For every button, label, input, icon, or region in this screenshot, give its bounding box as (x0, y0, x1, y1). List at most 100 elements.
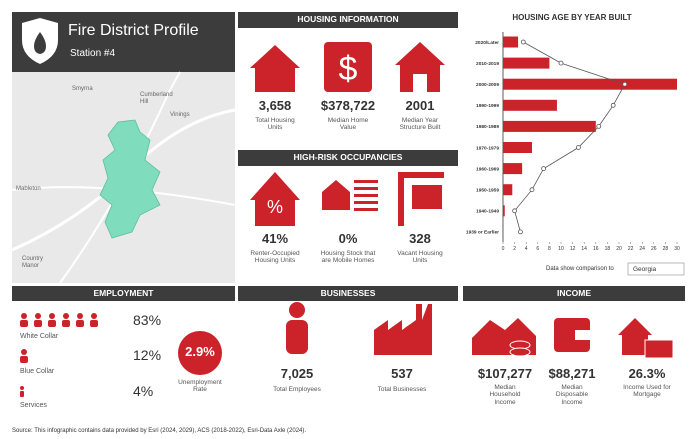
stat-label: Median Disposable Income (555, 384, 589, 406)
y-tick-label: 2000-2009 (476, 82, 499, 88)
comparison-point (558, 60, 564, 66)
section-bar (463, 286, 685, 301)
y-tick-label: 2010-2019 (476, 61, 499, 67)
y-tick-label: 2020/Later (475, 40, 499, 46)
stat-label: Median Household Income (489, 384, 521, 406)
section-title: EMPLOYMENT (93, 288, 154, 298)
comparison-point (520, 39, 526, 45)
x-tick-label: 20 (616, 246, 622, 252)
row-label: Blue Collar (20, 368, 55, 375)
bar (503, 78, 677, 90)
stat-value: 3,658 (258, 98, 292, 113)
bar (503, 205, 505, 217)
section-title: HOUSING INFORMATION (297, 14, 399, 24)
income-icons (472, 318, 674, 359)
bar (503, 99, 557, 111)
door-icon (413, 74, 427, 92)
x-tick-label: 28 (663, 246, 669, 252)
chart-title: HOUSING AGE BY YEAR BUILT (512, 13, 632, 22)
y-tick-label: 1950-1959 (476, 188, 499, 194)
risk-icons (250, 172, 444, 226)
y-tick-label: 1990-1999 (476, 103, 499, 109)
comparison-point (576, 145, 581, 150)
comparison-point (596, 124, 602, 129)
x-tick-label: 12 (570, 246, 576, 252)
wallet-clasp (575, 330, 591, 340)
comparison-point (622, 81, 628, 87)
x-tick-label: 26 (651, 246, 657, 252)
y-tick-label: 1980-1989 (476, 124, 499, 130)
dropdown[interactable] (627, 262, 685, 276)
comparison-point (610, 102, 616, 108)
stat-label: Total Businesses (377, 386, 427, 393)
stat-label: Vacant Housing Units (397, 250, 443, 265)
x-tick-label: 2 (513, 246, 516, 252)
stat-label: Median Home Value (327, 117, 369, 132)
bar (503, 184, 513, 196)
stat-value: 0% (338, 231, 358, 246)
stat-value: $88,271 (548, 366, 596, 381)
x-tick-label: 30 (674, 246, 680, 252)
stat-value: 7,025 (280, 366, 314, 381)
map-label: Vinings (170, 112, 190, 118)
map-label: Smyrna (72, 86, 93, 92)
employment-icons (20, 313, 222, 397)
y-tick-label: 1960-1969 (476, 166, 499, 172)
x-tick-label: 16 (593, 246, 599, 252)
stat-value: 41% (261, 231, 289, 246)
row-value: 4% (133, 383, 154, 399)
x-tick-label: 0 (502, 246, 505, 252)
row-value: 12% (133, 347, 162, 363)
x-tick-label: 6 (536, 246, 539, 252)
comparison-line (514, 41, 626, 233)
x-tick-label: 10 (558, 246, 564, 252)
row-value: 83% (133, 312, 162, 328)
footer: Source: This infographic contains data p… (12, 428, 307, 434)
x-tick-label: 22 (628, 246, 634, 252)
map-label: Cumberland Hill (140, 92, 173, 105)
comparison-point (518, 229, 523, 235)
bar (503, 57, 550, 69)
y-tick-label: 1939 or Earlier (466, 230, 499, 236)
x-tick-label: 24 (639, 246, 645, 252)
housing-icons (250, 42, 445, 92)
dollar-icon: $ (339, 50, 358, 88)
stat-value: 2001 (405, 98, 435, 113)
title: Fire District Profile (68, 22, 199, 39)
comparison-point (541, 166, 546, 172)
stat-label: Income Used for Mortgage (623, 384, 671, 399)
section-title: INCOME (557, 288, 591, 298)
subtitle: Station #4 (70, 48, 116, 59)
row-label: Services (20, 402, 47, 409)
unemployment-value: 2.9% (185, 344, 215, 359)
x-tick-label: 14 (581, 246, 587, 252)
business-icons (286, 302, 432, 355)
map-label: Mableton (16, 186, 41, 192)
y-tick-label: 1970-1979 (476, 145, 499, 151)
stat-value: 537 (391, 366, 413, 381)
district-area (99, 119, 161, 239)
section-title: BUSINESSES (320, 288, 376, 298)
bar (503, 142, 532, 153)
stat-label: Renter-Occupied Housing Units (250, 250, 300, 265)
section-bar (12, 286, 235, 301)
stat-label: Housing Stock that are Mobile Homes (320, 250, 376, 265)
section-bar (238, 150, 458, 166)
map-label: Country Manor (22, 256, 44, 269)
dropdown-value[interactable]: Georgia (633, 266, 657, 273)
section-bar (238, 286, 458, 301)
section-title: HIGH-RISK OCCUPANCIES (293, 152, 403, 162)
bar (503, 163, 523, 175)
flame-icon (34, 32, 46, 54)
percent-icon: % (267, 197, 283, 217)
comparison-point (512, 208, 517, 214)
stat-value: 26.3% (628, 366, 666, 381)
stat-label: Total Housing Units (255, 117, 295, 132)
bar (503, 120, 596, 132)
comparison-label: Data show comparison to (546, 266, 614, 272)
stat-value: $378,722 (320, 98, 376, 113)
x-tick-label: 4 (525, 246, 528, 252)
x-tick-label: 18 (605, 246, 611, 252)
